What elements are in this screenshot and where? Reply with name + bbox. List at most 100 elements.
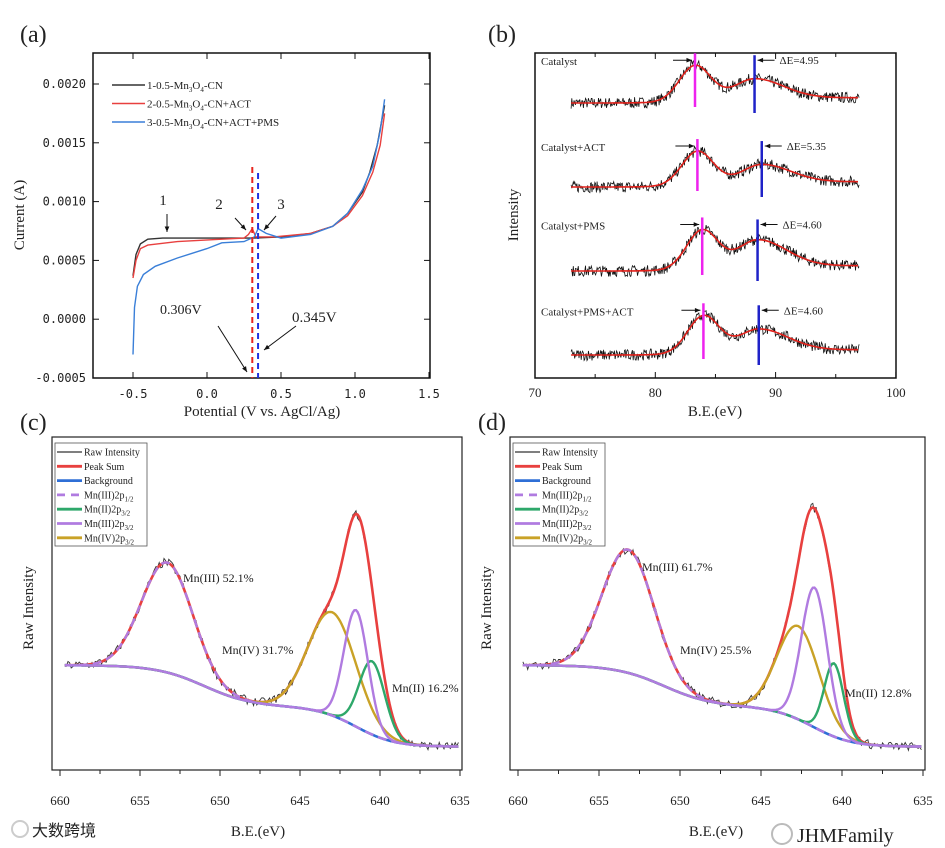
legend-text: Mn(II)2p xyxy=(542,505,579,516)
series-label-b: Catalyst+PMS xyxy=(541,220,605,232)
x-tick-label-b: 100 xyxy=(886,385,906,400)
legend-text: Mn(II)2p xyxy=(84,505,121,516)
legend-box-c xyxy=(54,442,148,547)
component-mn4_32 xyxy=(64,610,459,748)
arrow-0345-head xyxy=(264,344,270,350)
x-tick-label-d: 655 xyxy=(589,793,609,808)
legend-text-part: -CN xyxy=(204,80,223,92)
legend-label-raw: Raw Intensity xyxy=(84,448,140,459)
legend-subscript: 3/2 xyxy=(579,510,588,518)
series-label-b: Catalyst+ACT xyxy=(541,142,606,154)
delta-e-label: ΔE=5.35 xyxy=(787,141,827,153)
arrow-peak2-2-head xyxy=(764,143,771,149)
legend-label-mn3_12: Mn(III)2p1/2 xyxy=(84,490,134,503)
legend-label-bg: Background xyxy=(542,476,591,487)
panel-label-b: (b) xyxy=(488,22,516,48)
legend-text-part: O xyxy=(192,99,200,111)
annotation-mn4: Mn(IV) 31.7% xyxy=(222,643,293,657)
arrow-peak1-3-head xyxy=(693,222,700,227)
series-line-1 xyxy=(132,105,386,276)
arrow-peak2-3-head xyxy=(760,222,767,227)
plot-frame-a xyxy=(92,52,431,379)
arrow-1-head xyxy=(164,226,170,232)
peak-sum-line xyxy=(64,512,459,748)
x-tick-label-a: 0.5 xyxy=(270,387,292,401)
legend-subscript: 3/2 xyxy=(583,538,592,546)
fit-spectrum-2 xyxy=(571,150,858,188)
component-mn3_32 xyxy=(522,586,922,748)
annotation-mn3: Mn(III) 52.1% xyxy=(183,571,254,585)
series-line-2 xyxy=(132,113,386,279)
legend-subscript: 3/2 xyxy=(125,524,134,532)
legend-text: Mn(IV)2p xyxy=(84,533,125,544)
annotation-mn2: Mn(II) 12.8% xyxy=(845,686,912,700)
x-axis-label-d: B.E.(eV) xyxy=(689,824,743,840)
fit-spectrum-1 xyxy=(571,64,858,104)
delta-e-label: ΔE=4.60 xyxy=(784,305,824,317)
annotation-0306v: 0.306V xyxy=(160,303,202,318)
x-tick-label-d: 635 xyxy=(913,793,933,808)
legend-text-part: 3 xyxy=(189,123,193,131)
legend-text-part: 1-0.5-Mn xyxy=(147,80,189,92)
y-tick-label-a: 0.0020 xyxy=(43,77,86,91)
y-tick-label-a: 0.0015 xyxy=(43,136,86,150)
legend-subscript: 3/2 xyxy=(583,524,592,532)
x-axis-label-b: B.E.(eV) xyxy=(688,404,742,420)
legend-text: Mn(III)2p xyxy=(84,519,125,530)
x-tick-label-a: 0.0 xyxy=(196,387,218,401)
legend-text: Mn(III)2p xyxy=(84,490,125,501)
arrow-3-head xyxy=(264,224,270,230)
arrow-peak1-4-head xyxy=(694,307,701,313)
x-tick-label-a: 1.0 xyxy=(344,387,366,401)
y-tick-label-a: -0.0005 xyxy=(35,371,86,385)
legend-label-mn3_32: Mn(III)2p3/2 xyxy=(84,519,134,532)
component-mn3_32 xyxy=(64,608,459,748)
x-axis-label-a: Potential (V vs. AgCl/Ag) xyxy=(184,404,340,420)
legend-label-mn4_32: Mn(IV)2p3/2 xyxy=(84,533,135,546)
watermark-logo-icon xyxy=(11,820,29,838)
component-mn3_12 xyxy=(522,548,922,748)
annotation-mn2: Mn(II) 16.2% xyxy=(392,681,459,695)
plot-frame-b xyxy=(534,52,897,379)
x-tick-label-c: 660 xyxy=(50,793,70,808)
x-tick-label-a: -0.5 xyxy=(119,387,148,401)
panel-b: (b) 70 80 90 100 B.E.(eV) Intensity Catalyst ΔE=… xyxy=(488,22,906,420)
raw-spectrum-1 xyxy=(570,59,860,109)
legend-text: Background xyxy=(542,476,591,487)
raw-spectrum-2 xyxy=(570,145,860,194)
legend-label-mn2_32: Mn(II)2p3/2 xyxy=(84,505,131,518)
legend-text: Mn(III)2p xyxy=(542,519,583,530)
arrow-peak2-4-head xyxy=(761,307,768,313)
raw-intensity-line xyxy=(64,509,459,752)
legend-label-mn2_32: Mn(II)2p3/2 xyxy=(542,505,589,518)
legend-text-part: O xyxy=(192,117,200,129)
delta-e-label: ΔE=4.95 xyxy=(780,55,820,67)
legend-text-part: -CN+ACT+PMS xyxy=(204,117,279,129)
legend-text: Mn(III)2p xyxy=(542,490,583,501)
legend-label-raw: Raw Intensity xyxy=(542,448,598,459)
annotation-2: 2 xyxy=(215,197,223,213)
x-tick-label-c: 645 xyxy=(290,793,310,808)
arrow-2-head xyxy=(240,224,246,230)
arrow-peak1-2-head xyxy=(688,143,695,149)
legend-label-2: 2-0.5-Mn3O4-CN+ACT xyxy=(147,99,251,113)
y-tick-label-a: 0.0005 xyxy=(43,253,86,267)
legend-subscript: 3/2 xyxy=(125,538,134,546)
x-tick-label-d: 640 xyxy=(832,793,852,808)
y-axis-label-b: Intensity xyxy=(506,188,522,241)
x-tick-label-d: 645 xyxy=(751,793,771,808)
legend-label-sum: Peak Sum xyxy=(542,462,583,473)
legend-text-part: 4 xyxy=(200,123,204,131)
legend-text-part: 4 xyxy=(200,86,204,94)
legend-label-bg: Background xyxy=(84,476,133,487)
watermark-left: 大数跨境 xyxy=(32,821,96,840)
legend-text-part: 3 xyxy=(189,105,193,113)
x-tick-label-c: 640 xyxy=(370,793,390,808)
legend-text-part: 2-0.5-Mn xyxy=(147,99,189,111)
series-label-b: Catalyst xyxy=(541,56,577,68)
plot-frame-d xyxy=(509,436,926,771)
panel-label-a: (a) xyxy=(20,22,47,48)
legend-label-mn4_32: Mn(IV)2p3/2 xyxy=(542,533,593,546)
legend-label-3: 3-0.5-Mn3O4-CN+ACT+PMS xyxy=(147,117,279,131)
